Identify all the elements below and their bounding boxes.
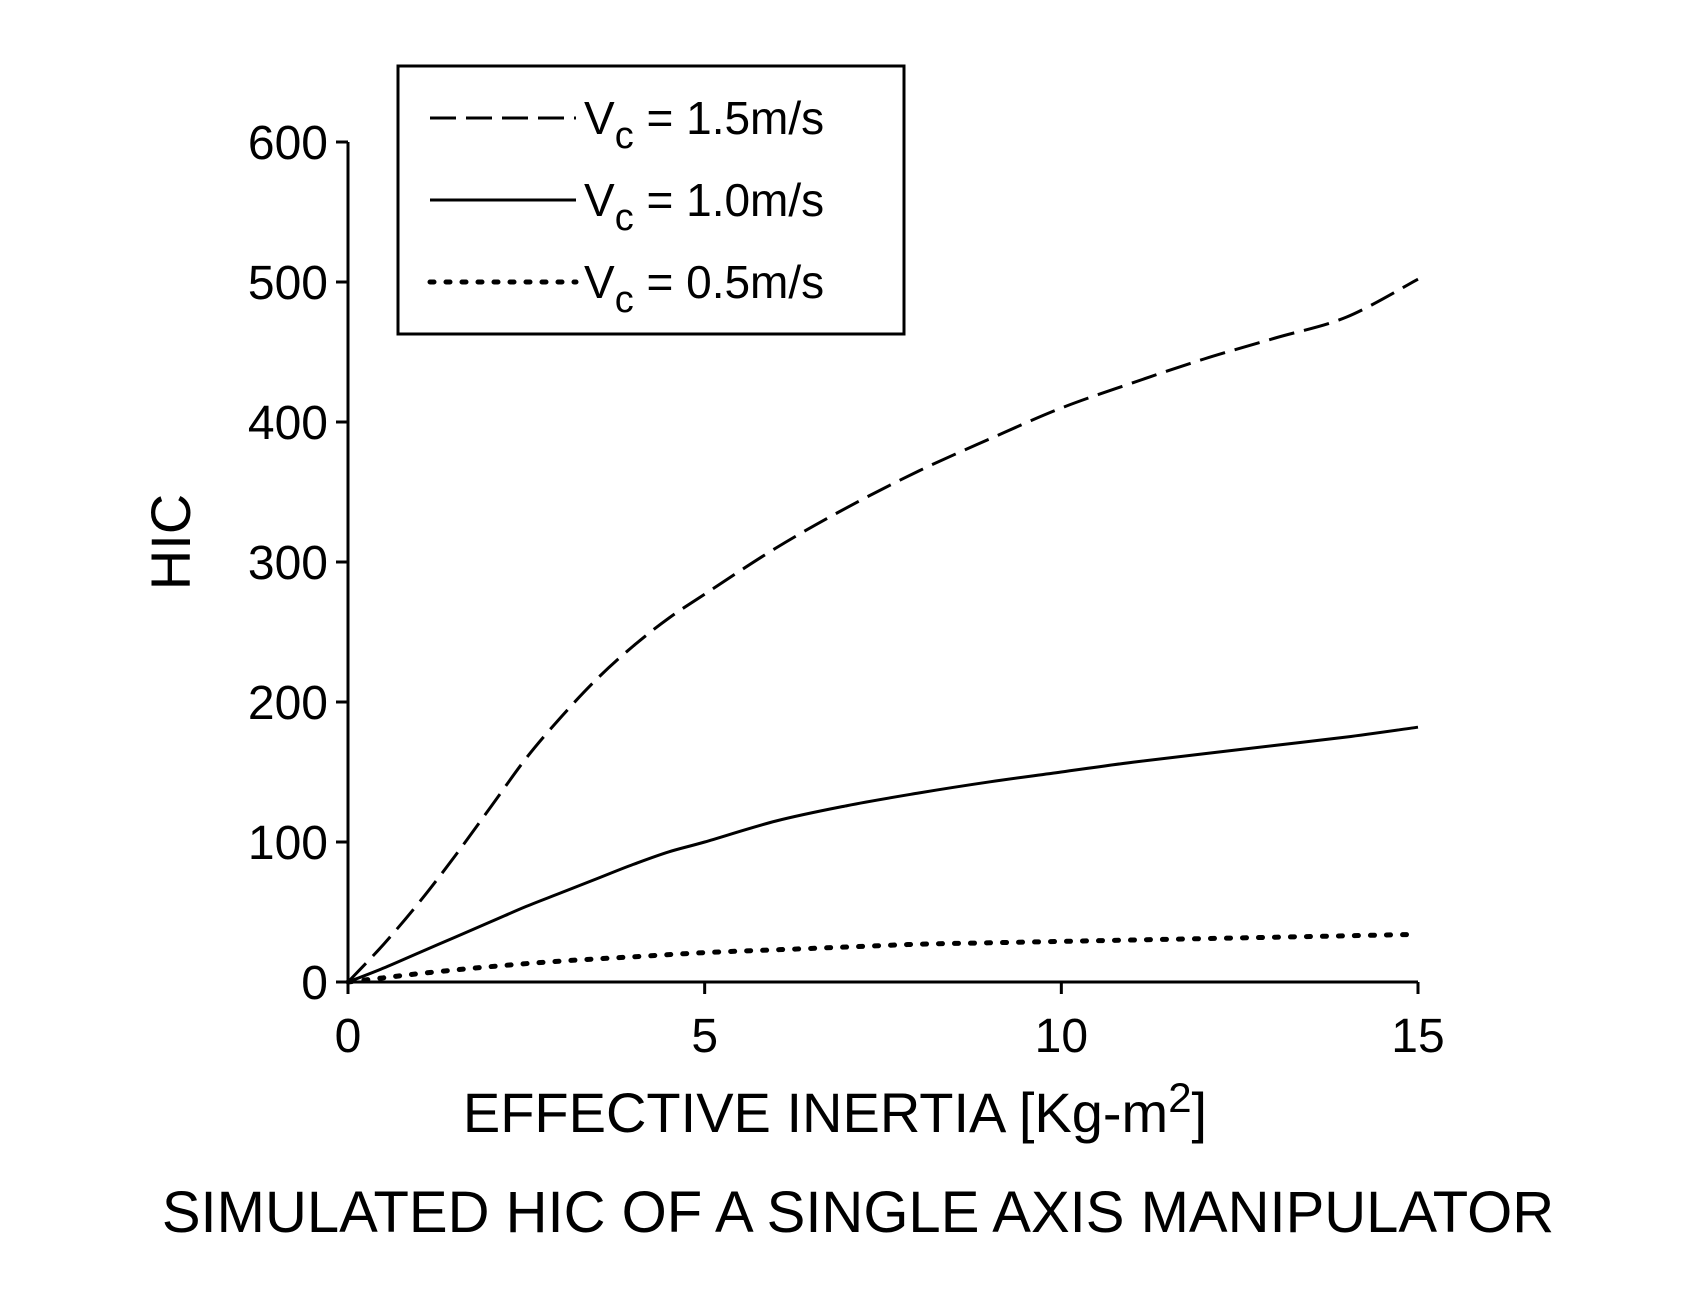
y-tick-label: 400	[248, 397, 328, 450]
x-axis-title-sup: 2	[1168, 1074, 1191, 1121]
series-line-dashed	[348, 279, 1418, 982]
x-axis-title-main: EFFECTIVE INERTIA [Kg-m	[463, 1081, 1168, 1144]
series-line-dotted	[348, 934, 1418, 982]
series-line-solid	[348, 727, 1418, 982]
x-axis-title: EFFECTIVE INERTIA [Kg-m2]	[463, 1074, 1207, 1144]
x-tick-label: 0	[335, 1010, 362, 1063]
x-tick-label: 15	[1391, 1010, 1444, 1063]
y-tick-label: 300	[248, 537, 328, 590]
legend: Vc = 1.5m/sVc = 1.0m/sVc = 0.5m/s	[398, 66, 904, 334]
x-ticks: 0 5 10 15	[335, 982, 1445, 1063]
y-tick-label: 100	[248, 817, 328, 870]
x-axis-title-end: ]	[1192, 1081, 1208, 1144]
series-layer	[348, 279, 1418, 982]
y-tick-label: 600	[248, 117, 328, 170]
y-ticks: 0 100 200 300 400 500 600	[248, 117, 348, 1010]
y-tick-label: 200	[248, 677, 328, 730]
y-tick-label: 0	[301, 957, 328, 1010]
y-tick-label: 500	[248, 257, 328, 310]
x-tick-label: 10	[1035, 1010, 1088, 1063]
chart-title: SIMULATED HIC OF A SINGLE AXIS MANIPULAT…	[162, 1180, 1554, 1245]
y-axis-title: HIC	[139, 494, 202, 590]
x-tick-label: 5	[691, 1010, 718, 1063]
